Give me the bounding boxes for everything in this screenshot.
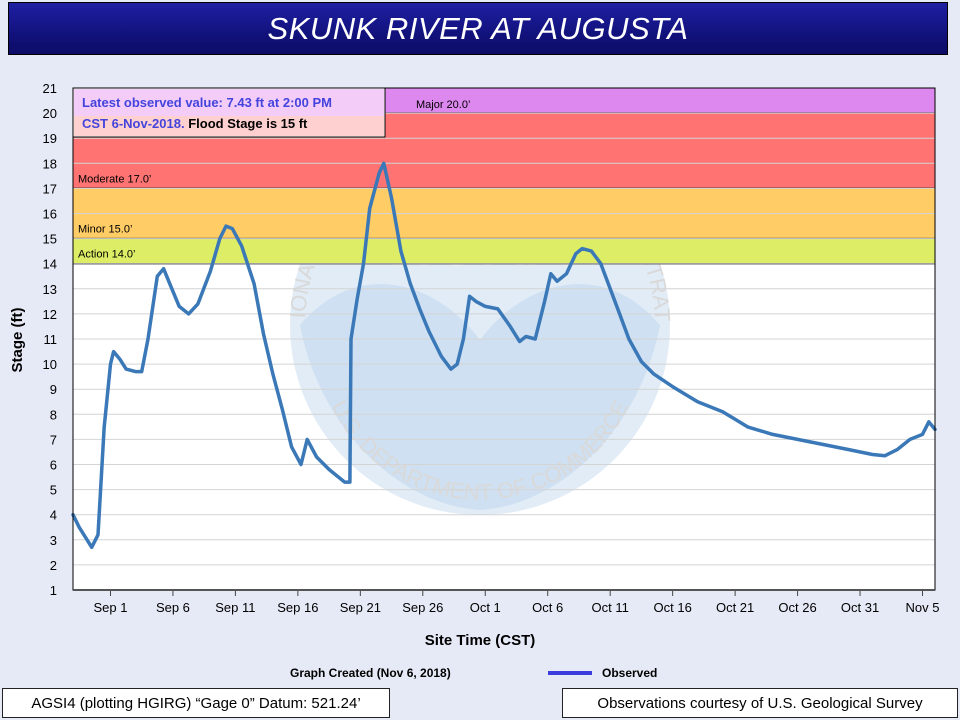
y-tick-label: 11 (44, 332, 58, 347)
y-gridlines (73, 87, 935, 591)
band-action-label: Action 14.0’ (78, 249, 135, 261)
latest-value-box-bottom (74, 116, 384, 136)
datum-note: AGSI4 (plotting HGIRG) “Gage 0” Datum: 5… (2, 688, 390, 718)
y-tick-label: 14 (43, 257, 57, 272)
y-tick-label: 10 (43, 357, 57, 372)
flood-stage-note: Flood Stage is 15 ft (185, 116, 308, 131)
y-tick-label: 4 (50, 508, 57, 523)
y-tick-label: 2 (50, 558, 57, 573)
x-tick-label: Oct 26 (778, 600, 816, 615)
x-tick-label: Sep 11 (215, 600, 255, 615)
y-tick-label: 18 (43, 156, 57, 171)
y-tick-label: 7 (50, 432, 57, 447)
y-tick-label: 17 (43, 181, 57, 196)
x-tick-label: Oct 11 (592, 600, 629, 615)
y-tick-label: 9 (50, 382, 57, 397)
series-line-observed (71, 161, 937, 550)
x-tick-label: Sep 16 (277, 600, 318, 615)
band-minor-label: Minor 15.0’ (78, 224, 132, 236)
band-moderate-label: Moderate 17.0’ (78, 173, 151, 185)
latest-value-date: CST 6-Nov-2018. (82, 116, 185, 131)
y-tick-label: 19 (43, 131, 57, 146)
y-tick-label: 12 (43, 307, 57, 322)
x-tick-label: Oct 21 (716, 600, 754, 615)
x-tick-label: Sep 21 (340, 600, 381, 615)
legend: Observed (548, 666, 657, 680)
y-axis-label: Stage (ft) (9, 308, 26, 373)
latest-value-box: Latest observed value: 7.43 ft at 2:00 P… (72, 87, 386, 138)
y-tick-label: 5 (50, 483, 57, 498)
x-tick-label: Oct 16 (654, 600, 692, 615)
y-tick-label: 21 (43, 81, 57, 96)
chart-title: SKUNK RIVER AT AUGUSTA (267, 10, 689, 46)
latest-value-box-top (74, 89, 384, 116)
y-tick-label: 1 (50, 583, 57, 598)
y-tick-label: 8 (50, 407, 57, 422)
y-tick-label: 20 (43, 106, 57, 121)
x-tick-label: Sep 1 (93, 600, 127, 615)
legend-swatch-observed (548, 671, 592, 675)
noaa-watermark-wave (300, 284, 660, 510)
legend-label-observed: Observed (602, 666, 658, 680)
latest-value-line2: CST 6-Nov-2018. Flood Stage is 15 ft (82, 116, 308, 131)
graph-created-label: Graph Created (Nov 6, 2018) (290, 666, 451, 680)
y-tick-label: 13 (43, 282, 57, 297)
band-major-label: Major 20.0’ (416, 99, 470, 111)
x-tick-label: Sep 26 (402, 600, 443, 615)
x-tick-label: Sep 6 (156, 600, 190, 615)
y-tick-label: 15 (43, 232, 57, 247)
band-action (73, 238, 935, 264)
x-tick-label: Oct 6 (532, 600, 563, 615)
x-tick-label: Oct 31 (841, 600, 879, 615)
x-tick-label: Nov 5 (906, 600, 940, 615)
y-tick-label: 3 (50, 533, 57, 548)
x-axis-label: Site Time (CST) (425, 632, 536, 649)
y-tick-label: 6 (50, 458, 57, 473)
x-axis-ticks: Sep 1 Sep 6 Sep 11 Sep 16 Sep 21 Sep 26 Oct 1 O… (93, 590, 939, 615)
observed-series (71, 161, 937, 550)
title-bar: SKUNK RIVER AT AUGUSTA (8, 2, 948, 55)
x-tick-label: Oct 1 (470, 600, 501, 615)
latest-value-line1: Latest observed value: 7.43 ft at 2:00 P… (82, 95, 332, 110)
y-tick-label: 16 (43, 207, 57, 222)
data-credit: Observations courtesy of U.S. Geological… (562, 688, 958, 718)
